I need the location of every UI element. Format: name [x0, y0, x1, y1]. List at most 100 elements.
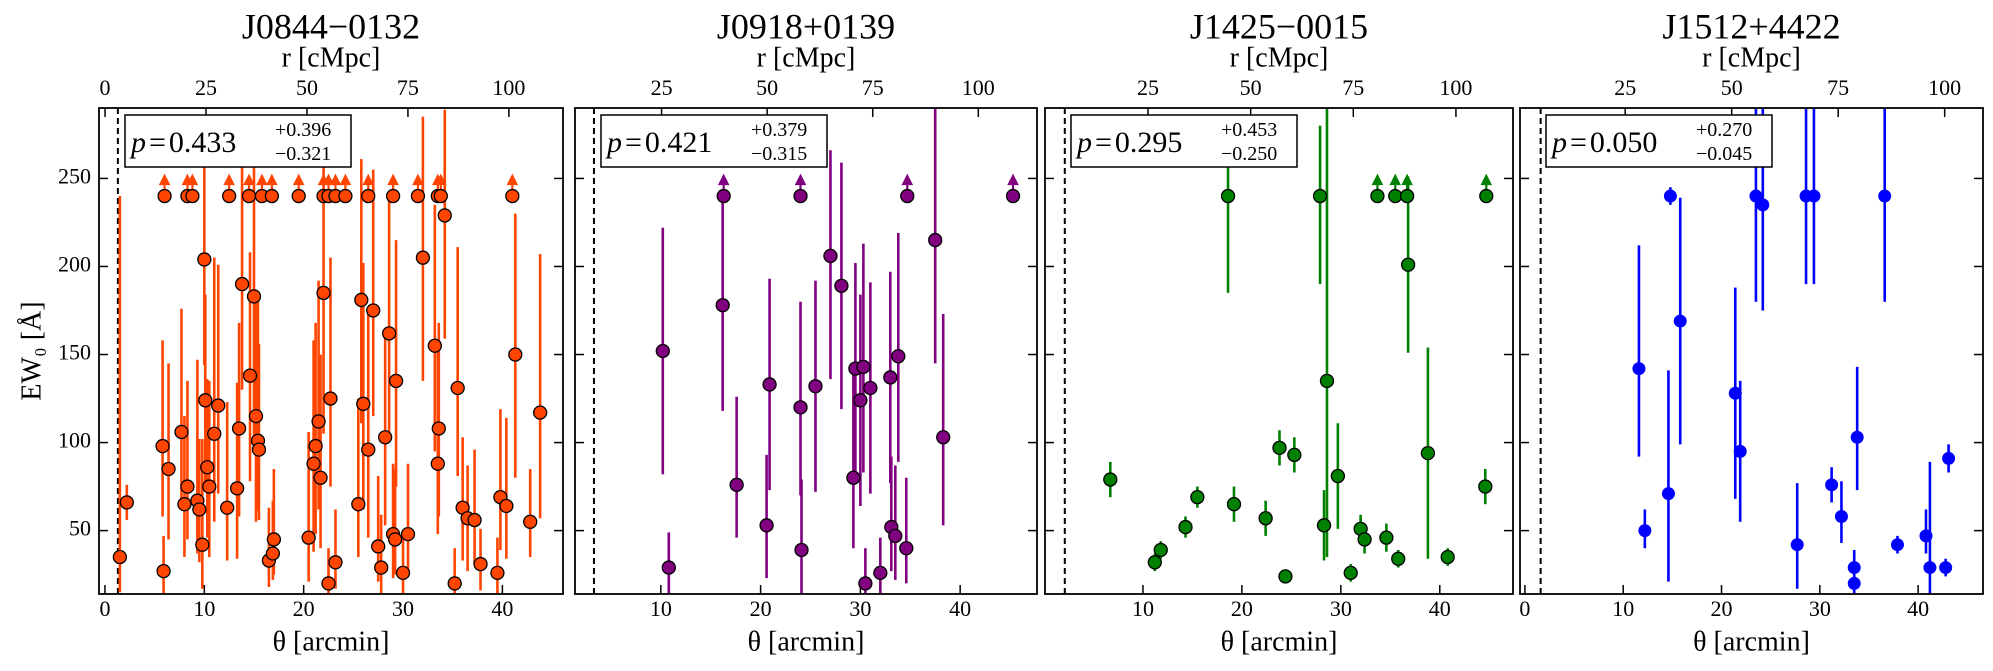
x2-tick-label: 25	[1614, 75, 1636, 100]
y-tick-label: 200	[58, 252, 91, 277]
data-point	[1847, 576, 1861, 590]
data-point	[490, 565, 505, 581]
data-point	[467, 512, 482, 528]
data-point	[374, 560, 389, 575]
x-tick-label: 20	[1231, 596, 1253, 621]
data-point	[523, 514, 538, 529]
data-point	[437, 208, 452, 223]
x2-tick-label: 25	[651, 75, 673, 100]
x2-tick-label: 50	[296, 75, 318, 100]
annotation: p = 0.421	[605, 126, 712, 159]
frame	[574, 107, 1038, 595]
data-point	[1330, 468, 1346, 484]
x2-tick-label: 50	[756, 75, 778, 100]
lower-limit-point	[1005, 188, 1021, 204]
data-point	[311, 414, 326, 429]
data-point	[220, 500, 235, 515]
data-point	[1272, 440, 1287, 455]
data-point	[1939, 561, 1953, 575]
x-tick-label: 10	[193, 596, 215, 621]
lower-limit-point	[185, 188, 200, 204]
data-point	[729, 477, 744, 492]
data-point	[1638, 524, 1652, 538]
data-point	[174, 424, 189, 440]
x-axis-label: θ [arcmin]	[1221, 626, 1338, 657]
data-point	[1147, 555, 1162, 570]
annotation-upper: +0.379	[751, 119, 807, 141]
x-tick-label: 40	[1429, 596, 1451, 621]
data-point	[1343, 565, 1358, 581]
y-axis-label: EW₀ [Å]	[16, 301, 47, 400]
data-point	[400, 526, 416, 542]
lower-limit-point	[433, 188, 448, 204]
data-point	[1278, 569, 1293, 584]
data-point	[1420, 445, 1436, 461]
lower-limit-point	[361, 188, 376, 204]
annotation-relation: =	[1095, 126, 1112, 159]
lower-limit-point	[1479, 188, 1494, 204]
annotation-relation: =	[625, 126, 642, 159]
data-point	[1807, 189, 1821, 203]
data-point	[1391, 551, 1406, 566]
lower-limit-point	[793, 188, 808, 204]
x2-axis-label: r [cMpc]	[1230, 42, 1329, 73]
x-tick-label: 20	[750, 596, 772, 621]
x2-axis-label: r [cMpc]	[1702, 42, 1801, 73]
x2-tick-label: 25	[1137, 75, 1159, 100]
data-point	[377, 430, 393, 445]
annotation-symbol: p	[605, 126, 622, 159]
annotation-relation: =	[149, 126, 166, 159]
data-point	[195, 537, 210, 552]
data-point	[447, 576, 462, 591]
lower-limit-point	[1399, 188, 1415, 204]
annotation-value: 0.050	[1590, 126, 1658, 159]
data-point	[1379, 530, 1394, 545]
x-tick-label: 10	[650, 596, 672, 621]
data-point	[793, 400, 808, 415]
x-tick-label: 40	[1907, 596, 1929, 621]
data-point	[1400, 257, 1416, 272]
y-tick-label: 100	[58, 428, 91, 453]
data-point	[388, 373, 404, 389]
data-point	[1919, 529, 1933, 543]
annotation-upper: +0.270	[1696, 119, 1752, 141]
data-point	[1153, 542, 1168, 558]
data-point	[1673, 314, 1687, 328]
data-point	[177, 497, 192, 512]
lower-limit-point	[1388, 188, 1403, 204]
lower-limit-point	[900, 188, 915, 204]
annotation-upper: +0.453	[1221, 119, 1277, 141]
data-point	[823, 248, 838, 264]
x-tick-label: 0	[1519, 596, 1530, 621]
data-point	[1834, 510, 1848, 524]
data-point	[1890, 538, 1904, 552]
annotation-box	[124, 114, 352, 168]
panel-title: J1512+4422	[1662, 6, 1840, 46]
data-point	[301, 530, 316, 545]
x2-tick-label: 100	[1439, 75, 1472, 100]
annotation-lower: −0.321	[275, 143, 331, 165]
data-point	[323, 391, 338, 406]
data-point	[1103, 472, 1118, 487]
data-point	[415, 250, 431, 265]
data-point	[856, 359, 871, 374]
annotation-box	[1070, 114, 1298, 168]
data-point	[808, 379, 823, 394]
data-point	[928, 232, 943, 248]
x-tick-label: 40	[949, 596, 971, 621]
x2-tick-label: 100	[962, 75, 995, 100]
frame	[1519, 107, 1984, 595]
data-point	[1790, 538, 1804, 552]
x-tick-label: 30	[392, 596, 414, 621]
data-point	[381, 326, 397, 341]
data-point	[661, 560, 676, 575]
data-point	[192, 502, 207, 517]
x-tick-label: 20	[293, 596, 315, 621]
data-point	[899, 541, 914, 556]
annotation-symbol: p	[1075, 126, 1092, 159]
x-tick-label: 30	[1330, 596, 1352, 621]
data-point	[242, 368, 258, 383]
x2-tick-label: 100	[492, 75, 525, 100]
